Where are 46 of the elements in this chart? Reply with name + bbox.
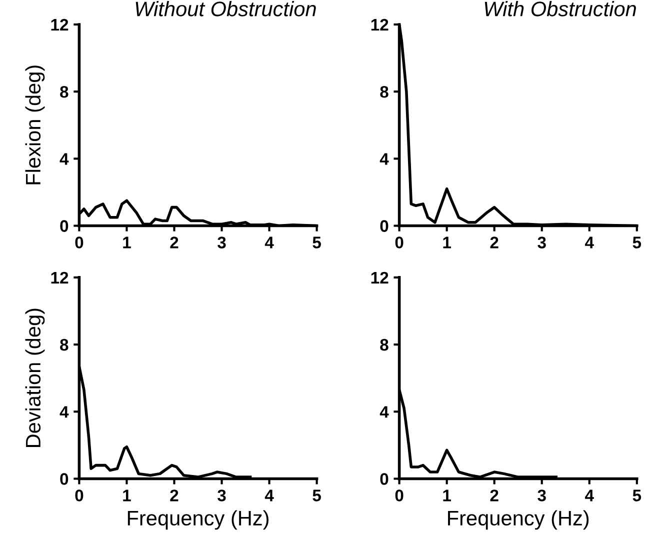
x-tick-label: 2 xyxy=(170,490,178,502)
x-tick-label: 4 xyxy=(264,490,274,502)
y-tick-label: 4 xyxy=(380,406,389,418)
y-tick-label: 12 xyxy=(371,272,388,284)
x-tick-label: 5 xyxy=(312,490,321,502)
x-tick-label: 4 xyxy=(264,236,274,248)
y-tick-label: 8 xyxy=(380,338,388,351)
y-axis-title: Flexion (deg) xyxy=(25,66,45,184)
x-tick-label: 3 xyxy=(218,236,226,248)
chart-title: With Obstruction xyxy=(484,1,636,16)
x-tick-label: 1 xyxy=(123,490,131,502)
x-tick-label: 5 xyxy=(632,236,642,248)
y-tick-label: 4 xyxy=(380,153,389,165)
x-tick-label: 2 xyxy=(170,236,178,248)
x-axis-title: Frequency (Hz) xyxy=(448,510,589,530)
x-tick-label: 1 xyxy=(443,490,451,502)
y-tick-label: 8 xyxy=(380,86,388,98)
y-tick-label: 12 xyxy=(51,272,68,284)
x-tick-label: 2 xyxy=(490,490,498,502)
x-tick-label: 3 xyxy=(538,236,546,248)
y-tick-label: 0 xyxy=(380,473,388,485)
x-tick-label: 1 xyxy=(443,236,451,248)
x-axis-title: Frequency (Hz) xyxy=(128,510,268,530)
y-tick-label: 4 xyxy=(60,406,69,418)
x-tick-label: 0 xyxy=(75,490,84,502)
x-tick-label: 0 xyxy=(75,236,84,248)
y-tick-label: 4 xyxy=(60,153,69,165)
x-tick-label: 3 xyxy=(538,490,546,502)
y-tick-label: 0 xyxy=(60,473,68,485)
y-tick-label: 12 xyxy=(51,18,68,31)
y-tick-label: 8 xyxy=(60,86,68,98)
x-tick-label: 3 xyxy=(218,490,226,502)
x-tick-label: 4 xyxy=(585,490,594,502)
x-tick-label: 2 xyxy=(490,236,498,248)
x-tick-label: 5 xyxy=(312,236,321,248)
y-axis-title: Deviation (deg) xyxy=(25,308,45,448)
x-tick-label: 0 xyxy=(395,490,404,502)
x-tick-label: 1 xyxy=(123,236,131,248)
y-tick-label: 0 xyxy=(60,220,68,232)
x-tick-label: 5 xyxy=(632,490,642,502)
x-tick-label: 4 xyxy=(585,236,594,248)
chart-title: Without Obstruction xyxy=(136,1,316,16)
y-tick-label: 0 xyxy=(380,220,388,232)
y-tick-label: 8 xyxy=(60,338,68,351)
x-tick-label: 0 xyxy=(395,236,404,248)
y-tick-label: 12 xyxy=(371,18,388,31)
